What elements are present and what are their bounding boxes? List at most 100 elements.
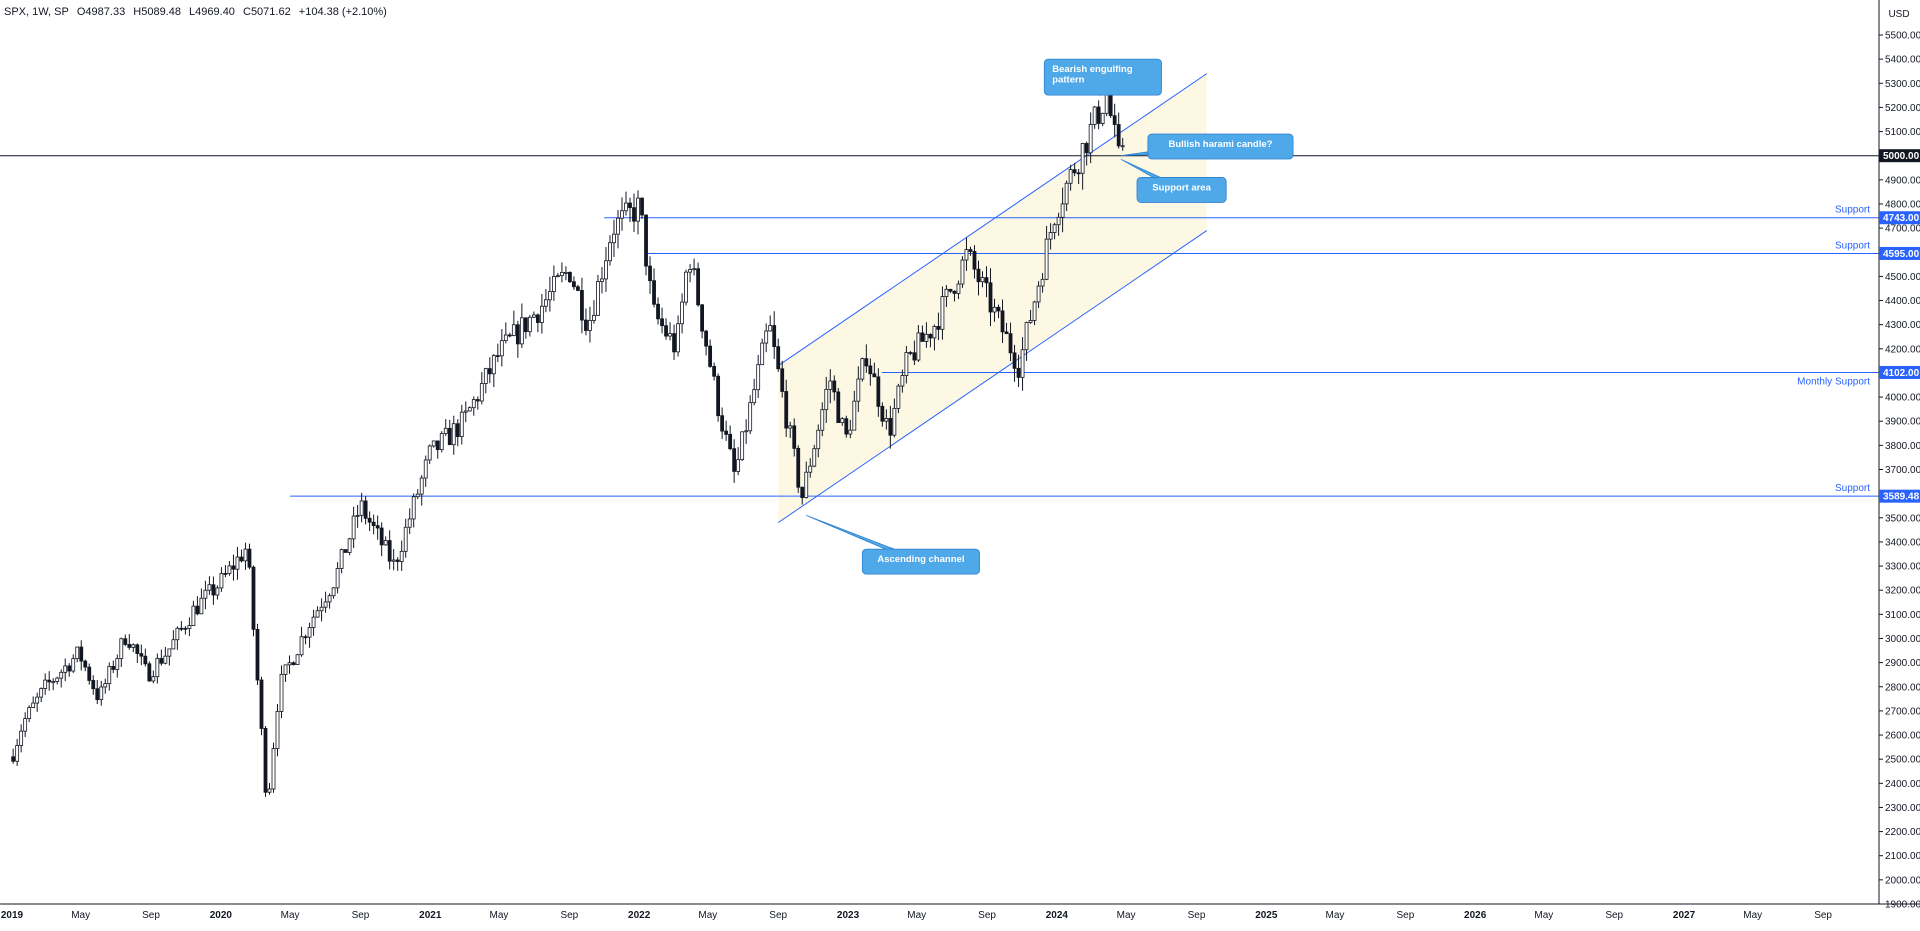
candle[interactable]: [39, 687, 44, 703]
candle[interactable]: [628, 197, 632, 222]
candle[interactable]: [27, 705, 32, 723]
candle[interactable]: [564, 266, 568, 281]
channel-lower-line[interactable]: [777, 230, 1208, 524]
candle[interactable]: [1044, 225, 1049, 281]
candle[interactable]: [431, 440, 436, 448]
candle[interactable]: [415, 489, 420, 500]
candle[interactable]: [275, 704, 280, 757]
candle[interactable]: [215, 585, 220, 600]
candle[interactable]: [447, 419, 452, 446]
candle[interactable]: [720, 407, 725, 439]
candle[interactable]: [503, 322, 508, 344]
candle[interactable]: [207, 576, 212, 595]
candle[interactable]: [339, 548, 344, 574]
candle[interactable]: [299, 626, 304, 657]
candle[interactable]: [1120, 137, 1125, 151]
channel-upper-line[interactable]: [777, 73, 1208, 367]
candle[interactable]: [1024, 321, 1029, 361]
candle[interactable]: [756, 354, 761, 398]
candle[interactable]: [67, 663, 72, 677]
candle[interactable]: [175, 626, 180, 650]
candle[interactable]: [760, 338, 765, 366]
candle[interactable]: [648, 256, 652, 294]
candle[interactable]: [139, 644, 144, 666]
candle[interactable]: [704, 329, 709, 356]
candle[interactable]: [359, 492, 364, 523]
candle[interactable]: [43, 673, 48, 695]
candle[interactable]: [1016, 354, 1021, 387]
candle[interactable]: [684, 269, 688, 306]
candle[interactable]: [263, 725, 268, 797]
candle[interactable]: [1084, 141, 1089, 166]
candle[interactable]: [499, 329, 504, 367]
candle[interactable]: [560, 262, 564, 283]
candle[interactable]: [776, 338, 781, 372]
candle[interactable]: [59, 669, 64, 688]
candle[interactable]: [379, 522, 384, 557]
candle[interactable]: [255, 623, 260, 686]
candle[interactable]: [363, 495, 368, 525]
candle[interactable]: [407, 508, 412, 535]
candle[interactable]: [303, 634, 308, 645]
candle[interactable]: [1112, 103, 1117, 138]
candle[interactable]: [491, 354, 496, 388]
candle[interactable]: [283, 664, 288, 682]
candle[interactable]: [932, 324, 937, 351]
candle[interactable]: [676, 315, 680, 357]
candle[interactable]: [223, 565, 228, 578]
candle[interactable]: [547, 276, 552, 312]
candle[interactable]: [968, 246, 973, 256]
candle[interactable]: [1064, 180, 1069, 212]
candle[interactable]: [788, 421, 793, 438]
candle[interactable]: [443, 419, 448, 436]
candle[interactable]: [31, 696, 36, 709]
candle[interactable]: [860, 357, 865, 382]
candle[interactable]: [568, 271, 572, 283]
candle[interactable]: [1020, 337, 1025, 391]
candle[interactable]: [511, 310, 516, 337]
candle[interactable]: [984, 266, 989, 298]
candle[interactable]: [864, 344, 869, 373]
candle[interactable]: [507, 332, 512, 338]
candle[interactable]: [531, 311, 536, 319]
candle[interactable]: [664, 318, 668, 340]
candle[interactable]: [519, 303, 524, 349]
candle[interactable]: [712, 362, 717, 381]
candle[interactable]: [576, 284, 580, 292]
candle[interactable]: [171, 630, 176, 650]
candle[interactable]: [543, 289, 548, 313]
candle[interactable]: [572, 276, 576, 290]
candle[interactable]: [475, 396, 480, 410]
candle[interactable]: [608, 235, 612, 266]
candle[interactable]: [896, 383, 901, 414]
candle[interactable]: [688, 264, 692, 283]
candle[interactable]: [399, 540, 404, 572]
candle[interactable]: [808, 458, 813, 478]
candle[interactable]: [195, 596, 200, 616]
candle[interactable]: [127, 634, 132, 650]
candle[interactable]: [584, 308, 588, 336]
candle[interactable]: [912, 340, 917, 365]
candle[interactable]: [612, 219, 616, 257]
candle[interactable]: [656, 297, 660, 325]
candle[interactable]: [291, 661, 296, 666]
candle[interactable]: [744, 419, 749, 444]
candle[interactable]: [1068, 164, 1073, 191]
candle[interactable]: [1096, 100, 1101, 130]
candle[interactable]: [728, 425, 733, 451]
candle[interactable]: [908, 351, 913, 356]
candle[interactable]: [868, 358, 873, 386]
candle[interactable]: [1076, 168, 1081, 185]
candle[interactable]: [1080, 142, 1085, 190]
candle[interactable]: [996, 304, 1001, 319]
candle[interactable]: [752, 378, 757, 406]
candle[interactable]: [604, 247, 608, 292]
candle[interactable]: [479, 372, 484, 405]
candle[interactable]: [327, 593, 332, 609]
candle[interactable]: [724, 420, 729, 441]
candle[interactable]: [988, 268, 993, 327]
candle[interactable]: [892, 398, 897, 438]
candle[interactable]: [111, 660, 116, 673]
candle[interactable]: [515, 320, 520, 358]
candle[interactable]: [856, 366, 861, 412]
